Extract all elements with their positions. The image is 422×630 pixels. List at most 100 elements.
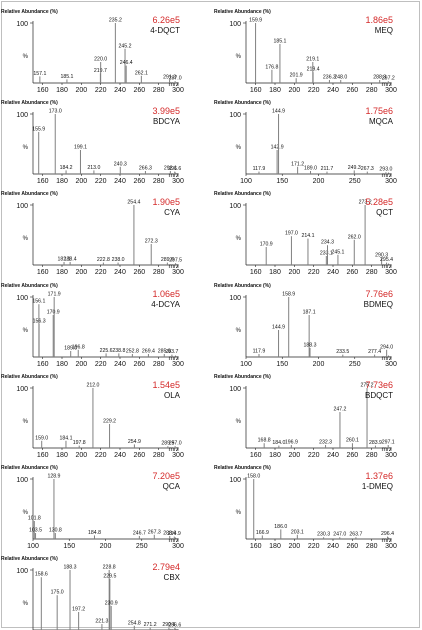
- peak-label: 275.2: [361, 383, 374, 389]
- peak-label: 267.3: [148, 529, 161, 535]
- peak-label: 246.4: [120, 60, 133, 66]
- intensity-label: 1.54e5: [152, 380, 180, 390]
- intensity-label: 1.90e5: [152, 197, 180, 207]
- x-tick-label: 300: [385, 269, 397, 276]
- spectrum-panel-4-dqct: Relative Abundance (%) 100% 160 180 200 220 24…: [1, 9, 184, 94]
- y-tick-label: 100: [229, 477, 241, 484]
- peak-label: 283.9: [369, 440, 382, 446]
- peak-label: 291.3: [163, 75, 176, 81]
- x-tick-label: 200: [288, 452, 300, 459]
- x-tick-label: 300: [172, 543, 184, 550]
- peak-label: 288.3: [373, 75, 386, 81]
- x-tick-label: 280: [366, 543, 378, 550]
- x-tick-label: 180: [269, 269, 281, 276]
- y-tick-label: 100: [16, 568, 28, 575]
- peak-label: 185.1: [273, 39, 286, 45]
- peak-label: 128.9: [47, 474, 60, 480]
- x-tick-label: 260: [346, 543, 358, 550]
- x-tick-label: 220: [308, 269, 320, 276]
- intensity-label: 7.76e6: [365, 289, 393, 299]
- y-axis-title: Relative Abundance (%): [214, 191, 271, 197]
- peak-label: 232.3: [319, 440, 332, 446]
- compound-label: MEQ: [375, 26, 393, 35]
- x-tick-label: 240: [114, 269, 126, 276]
- peak-label: 117.9: [253, 349, 266, 355]
- peak-label: 247.2: [333, 407, 346, 413]
- x-tick-label: 260: [346, 452, 358, 459]
- peak-label: 168.8: [258, 438, 271, 444]
- x-tick-label: 200: [75, 87, 87, 94]
- peak-label: 187.1: [303, 310, 316, 316]
- peak-label: 297.5: [169, 258, 182, 264]
- y-tick-label: 100: [229, 21, 241, 28]
- peak-label: 185.1: [60, 74, 73, 80]
- y-unit-label: %: [236, 510, 242, 516]
- x-tick-label: 260: [346, 87, 358, 94]
- compound-label: QCT: [376, 208, 393, 217]
- peak-label: 297.2: [382, 76, 395, 82]
- peak-label: 295.4: [380, 257, 393, 263]
- y-tick-label: 100: [229, 386, 241, 393]
- x-tick-label: 200: [75, 361, 87, 368]
- intensity-label: 1.06e5: [152, 289, 180, 299]
- peak-label: 272.3: [145, 239, 158, 245]
- x-tick-label: 300: [385, 87, 397, 94]
- peak-label: 260.1: [346, 438, 359, 444]
- y-axis-title: Relative Abundance (%): [1, 374, 58, 380]
- intensity-label: 3.99e5: [152, 106, 180, 116]
- x-tick-label: 300: [385, 543, 397, 550]
- peak-label: 293.7: [165, 349, 178, 355]
- spectrum-panel-meq: Relative Abundance (%) 100% 160 180 200 220 24…: [214, 9, 397, 94]
- x-tick-label: 200: [75, 269, 87, 276]
- x-tick-label: 200: [313, 361, 325, 368]
- peak-label: 214.1: [301, 233, 314, 239]
- peak-label: 289.5: [161, 441, 174, 447]
- intensity-label: 7.20e5: [152, 471, 180, 481]
- y-tick-label: 100: [16, 21, 28, 28]
- x-tick-label: 220: [308, 452, 320, 459]
- peak-label: 296.6: [168, 623, 181, 629]
- x-tick-label: 280: [366, 269, 378, 276]
- peak-label: 289.0: [161, 257, 174, 263]
- peak-label: 101.8: [28, 516, 41, 522]
- compound-label: OLA: [164, 391, 181, 400]
- peak-label: 290.3: [375, 252, 388, 258]
- peak-label: 238.8: [112, 348, 125, 354]
- x-tick-label: 240: [327, 269, 339, 276]
- peak-label: 271.2: [144, 622, 157, 628]
- x-tick-label: 150: [276, 361, 288, 368]
- x-tick-label: 160: [250, 269, 262, 276]
- x-tick-label: 200: [288, 87, 300, 94]
- intensity-label: 6.26e5: [152, 15, 180, 25]
- x-tick-label: 160: [37, 452, 49, 459]
- peak-label: 188.3: [304, 343, 317, 349]
- compound-label: 1-DMEQ: [362, 482, 393, 491]
- intensity-label: 7.73e6: [365, 380, 393, 390]
- y-axis-title: Relative Abundance (%): [1, 556, 58, 562]
- compound-label: CBX: [164, 573, 181, 582]
- peak-label: 254.9: [128, 439, 141, 445]
- x-tick-label: 180: [56, 452, 68, 459]
- peak-label: 158.0: [247, 474, 260, 480]
- peak-label: 170.9: [260, 242, 273, 248]
- peak-label: 211.7: [321, 166, 334, 172]
- peak-label: 230.9: [105, 601, 118, 607]
- peak-label: 293.0: [379, 167, 392, 173]
- x-tick-label: 300: [172, 361, 184, 368]
- x-tick-label: 220: [95, 269, 107, 276]
- y-unit-label: %: [23, 601, 29, 607]
- peak-label: 247.0: [333, 532, 346, 538]
- peak-label: 188.4: [64, 257, 77, 263]
- y-axis-title: Relative Abundance (%): [214, 100, 271, 106]
- peak-label: 173.0: [49, 109, 62, 115]
- spectrum-panel-1-dmeq: Relative Abundance (%) 100% 160 180 200 220 24…: [214, 465, 397, 550]
- peak-label: 186.0: [274, 524, 287, 530]
- x-tick-label: 240: [327, 452, 339, 459]
- x-tick-label: 180: [56, 178, 68, 185]
- peak-label: 233.5: [336, 349, 349, 355]
- x-tick-label: 240: [327, 543, 339, 550]
- y-axis-title: Relative Abundance (%): [214, 283, 271, 289]
- peak-label: 130.8: [49, 528, 62, 534]
- x-axis-title: m/z: [169, 537, 179, 544]
